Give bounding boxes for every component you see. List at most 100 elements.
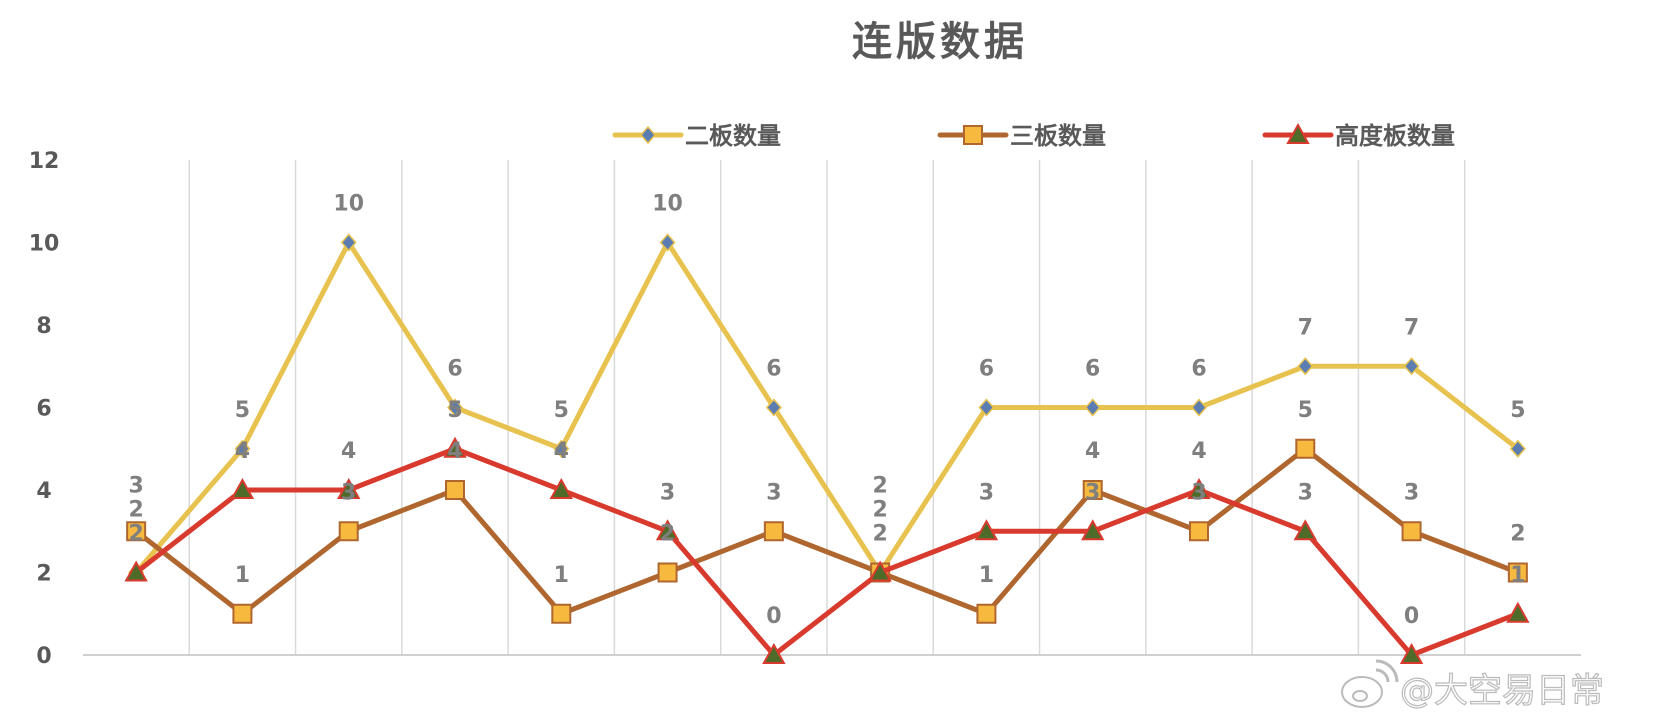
legend-item: 二板数量	[612, 122, 781, 150]
data-point	[338, 521, 359, 542]
data-point	[234, 439, 251, 458]
data-point	[340, 233, 357, 252]
data-point	[976, 603, 997, 624]
data-label: 1	[1510, 563, 1525, 588]
data-point	[1509, 439, 1526, 458]
series-square	[126, 438, 1528, 624]
data-label: 1	[979, 563, 994, 588]
data-point	[1399, 642, 1424, 664]
data-point	[124, 560, 148, 582]
data-point	[551, 603, 572, 624]
data-point	[1082, 480, 1103, 500]
y-tick-label: 2	[36, 562, 51, 587]
data-label: 3	[979, 480, 994, 505]
data-label: 3	[1191, 480, 1206, 505]
data-label: 4	[341, 439, 356, 464]
y-tick-label: 6	[36, 397, 51, 422]
legend-marker-triangle-icon	[1286, 122, 1310, 144]
data-label: 2	[872, 498, 887, 523]
data-point	[337, 477, 361, 499]
data-point	[1189, 521, 1209, 542]
data-label: 2	[872, 522, 887, 547]
data-label: 2	[1510, 522, 1525, 547]
legend-item: 高度板数量	[1262, 122, 1455, 150]
data-label: 6	[1191, 357, 1206, 382]
watermark: @大空易日常	[1341, 659, 1605, 712]
data-point	[553, 439, 570, 458]
data-point	[447, 398, 463, 417]
data-label: 7	[1404, 315, 1419, 340]
data-point	[1191, 398, 1207, 417]
y-tick-label: 0	[36, 644, 51, 669]
legend-label: 高度板数量	[1335, 122, 1455, 150]
data-label: 4	[1191, 439, 1206, 464]
data-point	[1507, 562, 1528, 583]
data-point	[1297, 357, 1314, 376]
data-label: 6	[979, 357, 994, 382]
data-label: 3	[660, 480, 675, 505]
data-label: 5	[554, 398, 569, 423]
data-label: 6	[1085, 357, 1100, 382]
data-point	[762, 642, 786, 664]
legend-item: 三板数量	[937, 122, 1106, 150]
data-label: 3	[1298, 480, 1313, 505]
data-label: 3	[1085, 480, 1100, 505]
legend-label: 二板数量	[685, 122, 781, 150]
data-point	[1506, 601, 1530, 623]
data-label: 3	[766, 480, 781, 505]
data-point	[655, 519, 680, 541]
data-label: 2	[128, 522, 143, 547]
data-point	[1295, 438, 1316, 459]
data-label: 5	[447, 398, 462, 423]
data-point	[1081, 519, 1105, 541]
data-point	[1403, 357, 1420, 376]
legend-label: 三板数量	[1010, 122, 1106, 150]
data-label: 2	[660, 522, 675, 547]
data-label: 2	[128, 498, 143, 523]
data-point	[1084, 398, 1101, 417]
data-point	[126, 521, 147, 542]
data-label: 1	[235, 563, 250, 588]
data-label: 1	[554, 563, 569, 588]
data-point	[1293, 519, 1317, 541]
series-line	[134, 446, 1519, 617]
data-label: 0	[1404, 604, 1419, 629]
data-label: 4	[1085, 439, 1100, 464]
series-line	[134, 240, 1520, 575]
data-label: 3	[341, 480, 356, 505]
data-point	[1187, 477, 1211, 499]
y-tick-label: 12	[29, 149, 60, 174]
data-label: 6	[766, 357, 781, 382]
data-point	[230, 477, 255, 499]
data-point	[868, 560, 892, 582]
data-label: 4	[235, 439, 250, 464]
data-label: 5	[235, 398, 250, 423]
data-point	[974, 519, 999, 541]
data-point	[549, 477, 573, 499]
data-label: 2	[872, 474, 887, 499]
data-point	[443, 436, 467, 458]
data-label: 4	[554, 439, 569, 464]
data-point	[1401, 521, 1422, 542]
data-label: 4	[447, 439, 462, 464]
data-point	[765, 398, 782, 417]
data-point	[445, 480, 465, 500]
y-tick-label: 10	[29, 232, 60, 257]
weibo-logo-icon	[1341, 659, 1399, 708]
chart-title: 连版数据	[852, 19, 1028, 65]
series-line	[134, 446, 1519, 658]
data-point	[232, 603, 253, 624]
data-label: 0	[766, 604, 781, 629]
watermark-text: @大空易日常	[1400, 671, 1604, 711]
data-label: 5	[1298, 398, 1313, 423]
y-tick-label: 8	[36, 314, 51, 339]
data-point	[763, 521, 784, 542]
data-label: 6	[447, 357, 462, 382]
data-label: 7	[1298, 315, 1313, 340]
legend-marker-diamond-icon	[640, 125, 656, 145]
data-label: 10	[333, 192, 364, 217]
legend-marker-square-icon	[963, 125, 983, 145]
series-triangle	[124, 436, 1530, 664]
data-point	[659, 233, 676, 252]
